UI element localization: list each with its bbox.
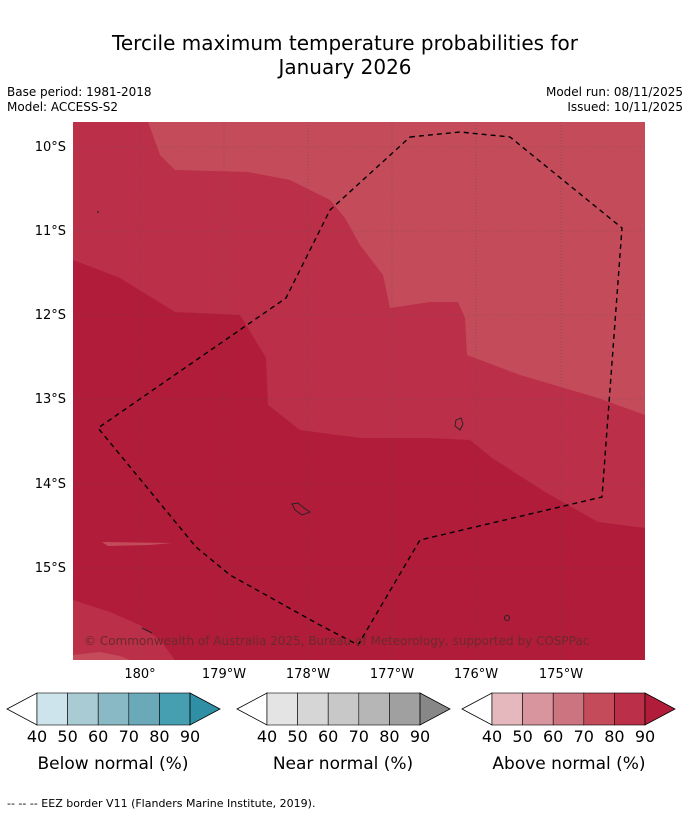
legend-above-swatch-3 [552,692,585,726]
eez-footnote: -- -- -- EEZ border V11 (Flanders Marine… [7,797,316,810]
legend-above-swatch-1 [491,692,523,726]
lat-label-11s: 11°S [35,224,66,239]
lat-label-14s: 14°S [35,477,66,492]
legend-near-max-arrow [419,692,451,726]
lon-label-179w: 179°W [202,667,246,682]
legend-below-swatch-3 [97,692,130,726]
lon-label-177w: 177°W [370,667,414,682]
legend-below-swatch-2 [67,692,99,726]
lat-labels: 10°S 11°S 12°S 13°S 14°S 15°S [35,140,66,576]
title-line-1: Tercile maximum temperature probabilitie… [112,31,578,55]
island-futuna [291,502,311,516]
region-above-70-strip [102,542,172,546]
legend-near-label: Near normal (%) [272,754,414,774]
lat-label-15s: 15°S [35,561,66,576]
map-area: © Commonwealth of Australia 2025, Bureau… [73,122,645,660]
legend-below-tick-50: 50 [57,727,78,746]
legend-below-label: Below normal (%) [37,754,189,774]
legend-near-swatch-4 [358,692,390,726]
legend-below-swatch-5 [159,692,191,726]
legend-below-tick-90: 90 [179,727,201,746]
lon-label-175w: 175°W [539,667,583,682]
island-reef-sw [141,627,153,634]
copyright-text: © Commonwealth of Australia 2025, Bureau… [84,634,589,648]
legend-above-tick-90: 90 [634,727,656,746]
model-name: Model: ACCESS-S2 [7,100,119,114]
legend-near-tick-70: 70 [348,727,369,746]
legend-above-tick-80: 80 [604,727,625,746]
legend-near-tick-40: 40 [256,727,278,746]
legend-above-max-arrow [644,692,676,726]
legend-below-tick-60: 60 [88,727,109,746]
lon-label-180: 180° [124,667,155,682]
legend-above-swatch-2 [522,692,554,726]
island-dot-north [97,211,99,213]
lon-label-178w: 178°W [286,667,330,682]
island-wallis [454,417,464,431]
island-small-east [503,614,511,622]
lat-label-10s: 10°S [35,140,66,155]
graticule [73,122,645,660]
chart-title: Tercile maximum temperature probabilitie… [0,31,690,79]
legend-below-bar [6,692,221,726]
legend-above-label: Above normal (%) [492,754,646,774]
base-period: Base period: 1981-2018 [7,85,152,99]
legend-above-tick-60: 60 [543,727,564,746]
legend-near-swatch-3 [327,692,360,726]
title-line-2: January 2026 [278,55,412,79]
legend-below-tick-40: 40 [26,727,48,746]
legend-near-swatch-2 [297,692,329,726]
legend-near-min-arrow [236,692,268,726]
legend-near-bar [236,692,451,726]
region-above-70-sw [73,652,130,660]
lon-labels: 180° 179°W 178°W 177°W 176°W 175°W [124,667,583,682]
legend-below-swatch-4 [128,692,160,726]
legend-near-tick-90: 90 [409,727,431,746]
meta-left: Base period: 1981-2018 Model: ACCESS-S2 [7,85,152,115]
legend-below-min-arrow [6,692,38,726]
legend-above-swatch-4 [583,692,615,726]
legend-near-tick-60: 60 [318,727,339,746]
legend-near-tick-50: 50 [287,727,308,746]
legend-above-min-arrow [461,692,493,726]
legend-near-swatch-5 [389,692,421,726]
legend-above-swatch-5 [614,692,646,726]
legend-near-swatch-1 [266,692,298,726]
meta-right: Model run: 08/11/2025 Issued: 10/11/2025 [546,85,683,115]
legend-below-swatch-1 [36,692,68,726]
region-above-70 [148,122,645,415]
legend-bars [6,692,676,726]
lat-label-13s: 13°S [35,392,66,407]
lat-label-12s: 12°S [35,308,66,323]
region-above-80-sw [73,600,175,660]
model-run: Model run: 08/11/2025 [545,85,683,99]
legend-above-bar [461,692,676,726]
legend-below-tick-80: 80 [149,727,170,746]
eez-border [96,131,623,646]
legend-near-tick-80: 80 [379,727,400,746]
lon-label-176w: 176°W [454,667,498,682]
map-figure: © Commonwealth of Australia 2025, Bureau… [35,122,645,682]
legend-above-tick-50: 50 [512,727,533,746]
legend-below-max-arrow [189,692,221,726]
legend-above-tick-70: 70 [573,727,594,746]
legend-below-tick-70: 70 [118,727,139,746]
legend-above-tick-40: 40 [481,727,503,746]
issued-date: Issued: 10/11/2025 [567,100,683,114]
